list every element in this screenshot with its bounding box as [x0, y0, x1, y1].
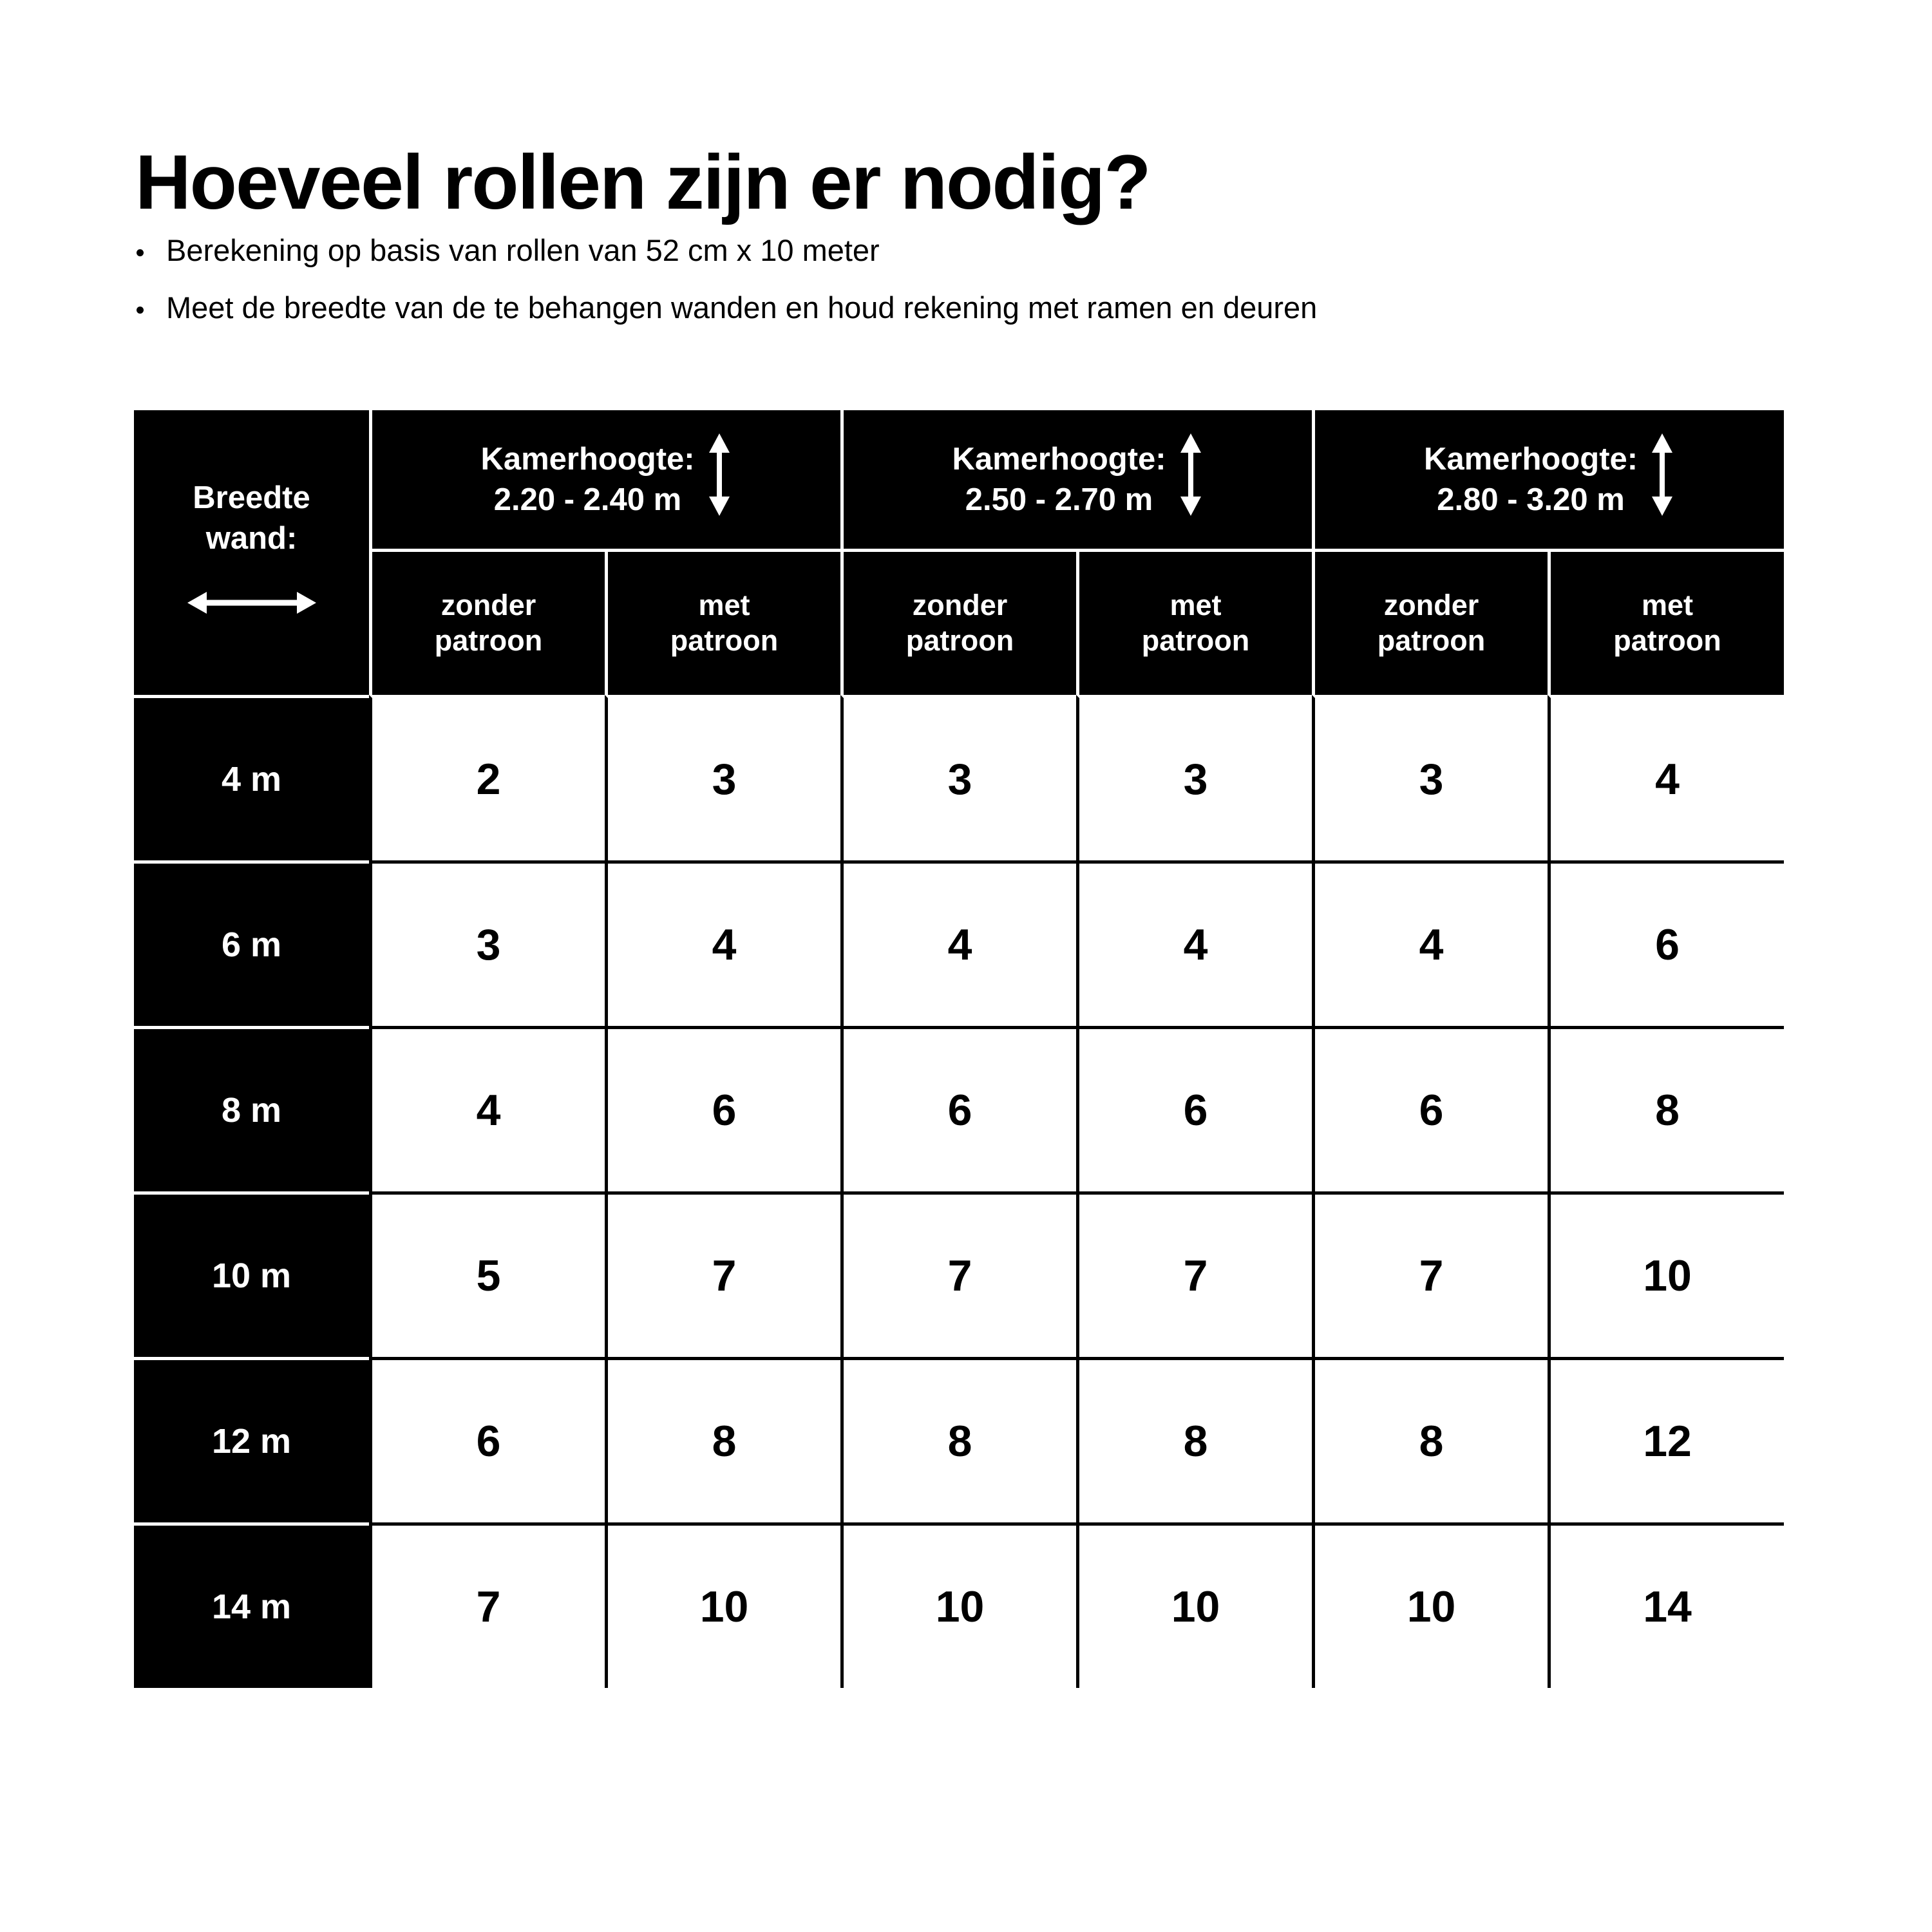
row-label-4m: 4 m — [134, 695, 369, 860]
row-label-14m: 14 m — [134, 1522, 369, 1688]
cell-value: 10 — [1076, 1522, 1312, 1688]
cell-value: 10 — [1312, 1522, 1548, 1688]
table-header-groups: Breedte wand: — [134, 410, 1785, 695]
cell-value: 4 — [1076, 860, 1312, 1026]
cell-value: 8 — [1076, 1357, 1312, 1522]
group-header-range: 2.80 - 3.20 m — [1437, 482, 1625, 517]
cell-value: 8 — [840, 1357, 1077, 1522]
group-header-label: Kamerhoogte: — [952, 441, 1166, 477]
cell-value: 4 — [840, 860, 1077, 1026]
subheader-line1: met — [1642, 589, 1694, 622]
list-item: Berekening op basis van rollen van 52 cm… — [137, 235, 1317, 265]
corner-header-line1: Breedte — [193, 480, 310, 515]
row-label-6m: 6 m — [134, 860, 369, 1026]
table-row: 12 m 6 8 8 8 8 12 — [134, 1357, 1785, 1522]
list-item-label: Meet de breedte van de te behangen wande… — [166, 290, 1318, 325]
list-item: Meet de breedte van de te behangen wande… — [137, 292, 1317, 323]
cell-value: 7 — [1312, 1191, 1548, 1357]
cell-value: 14 — [1548, 1522, 1785, 1688]
cell-value: 10 — [605, 1522, 841, 1688]
cell-value: 6 — [840, 1026, 1077, 1191]
bullet-dot-icon — [137, 307, 144, 314]
rolls-calculation-table: Breedte wand: — [134, 410, 1785, 1688]
subheader-line2: patroon — [434, 624, 543, 657]
group-header-kamerhoogte-1: Kamerhoogte: 2.20 - 2.40 m — [369, 410, 841, 552]
group-header-label: Kamerhoogte: — [1423, 441, 1638, 477]
subheader-met-patroon-3: met patroon — [1548, 552, 1785, 695]
table: Breedte wand: — [134, 410, 1785, 1688]
page-title: Hoeveel rollen zijn er nodig? — [135, 139, 1151, 226]
cell-value: 7 — [1076, 1191, 1312, 1357]
subheader-zonder-patroon-1: zonder patroon — [369, 552, 605, 695]
group-header-range: 2.20 - 2.40 m — [493, 482, 682, 517]
subheader-zonder-patroon-3: zonder patroon — [1312, 552, 1548, 695]
subheader-line1: met — [698, 589, 750, 622]
cell-value: 6 — [605, 1026, 841, 1191]
group-header-label: Kamerhoogte: — [480, 441, 695, 477]
cell-value: 3 — [1076, 695, 1312, 860]
cell-value: 3 — [840, 695, 1077, 860]
cell-value: 3 — [1312, 695, 1548, 860]
table-body: 4 m 2 3 3 3 3 4 6 m 3 4 4 4 4 6 — [134, 695, 1785, 1688]
subheader-line1: zonder — [912, 589, 1008, 622]
table-row: 10 m 5 7 7 7 7 10 — [134, 1191, 1785, 1357]
subheader-line2: patroon — [670, 624, 779, 657]
table-row: 14 m 7 10 10 10 10 14 — [134, 1522, 1785, 1688]
row-label-10m: 10 m — [134, 1191, 369, 1357]
cell-value: 4 — [1312, 860, 1548, 1026]
horizontal-double-arrow-icon — [187, 587, 316, 627]
cell-value: 6 — [1312, 1026, 1548, 1191]
cell-value: 12 — [1548, 1357, 1785, 1522]
bullet-dot-icon — [137, 249, 144, 256]
cell-value: 5 — [369, 1191, 605, 1357]
subheader-line1: met — [1170, 589, 1222, 622]
subheader-line2: patroon — [1613, 624, 1721, 657]
cell-value: 3 — [369, 860, 605, 1026]
group-header-kamerhoogte-3: Kamerhoogte: 2.80 - 3.20 m — [1312, 410, 1785, 552]
cell-value: 10 — [840, 1522, 1077, 1688]
corner-header-line2: wand: — [205, 520, 298, 556]
cell-value: 2 — [369, 695, 605, 860]
corner-header-breedte-wand: Breedte wand: — [134, 410, 369, 695]
list-item-label: Berekening op basis van rollen van 52 cm… — [166, 233, 880, 267]
cell-value: 6 — [1076, 1026, 1312, 1191]
cell-value: 8 — [1548, 1026, 1785, 1191]
subheader-line1: zonder — [440, 589, 536, 622]
table-row: 6 m 3 4 4 4 4 6 — [134, 860, 1785, 1026]
row-label-8m: 8 m — [134, 1026, 369, 1191]
vertical-double-arrow-icon — [706, 433, 732, 526]
cell-value: 4 — [369, 1026, 605, 1191]
cell-value: 7 — [840, 1191, 1077, 1357]
table-header-subcolumns: zonder patroon met patroon zonder patroo… — [134, 552, 1785, 695]
cell-value: 8 — [605, 1357, 841, 1522]
group-header-range: 2.50 - 2.70 m — [965, 482, 1153, 517]
cell-value: 8 — [1312, 1357, 1548, 1522]
subheader-met-patroon-1: met patroon — [605, 552, 841, 695]
cell-value: 6 — [369, 1357, 605, 1522]
cell-value: 7 — [605, 1191, 841, 1357]
subheader-line2: patroon — [905, 624, 1014, 657]
cell-value: 4 — [605, 860, 841, 1026]
table-row: 4 m 2 3 3 3 3 4 — [134, 695, 1785, 860]
cell-value: 7 — [369, 1522, 605, 1688]
subheader-zonder-patroon-2: zonder patroon — [840, 552, 1077, 695]
cell-value: 6 — [1548, 860, 1785, 1026]
vertical-double-arrow-icon — [1649, 433, 1675, 526]
subheader-line2: patroon — [1141, 624, 1250, 657]
cell-value: 4 — [1548, 695, 1785, 860]
subheader-met-patroon-2: met patroon — [1076, 552, 1312, 695]
notes-list: Berekening op basis van rollen van 52 cm… — [137, 235, 1317, 350]
table-row: 8 m 4 6 6 6 6 8 — [134, 1026, 1785, 1191]
vertical-double-arrow-icon — [1178, 433, 1204, 526]
group-header-kamerhoogte-2: Kamerhoogte: 2.50 - 2.70 m — [840, 410, 1312, 552]
cell-value: 3 — [605, 695, 841, 860]
subheader-line2: patroon — [1377, 624, 1486, 657]
subheader-line1: zonder — [1383, 589, 1479, 622]
row-label-12m: 12 m — [134, 1357, 369, 1522]
cell-value: 10 — [1548, 1191, 1785, 1357]
